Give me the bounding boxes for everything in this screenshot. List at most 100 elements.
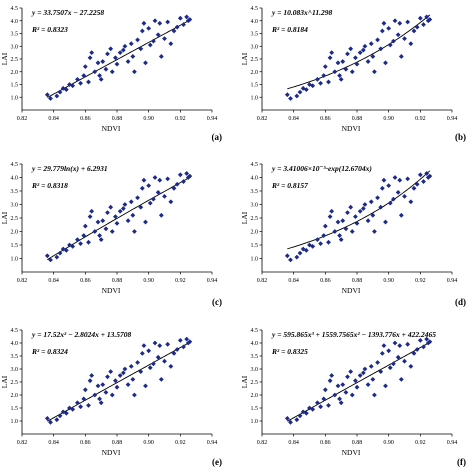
- data-point: [117, 50, 123, 56]
- y-tick-label: 3.0: [251, 367, 259, 373]
- data-point: [307, 405, 312, 411]
- data-point: [120, 206, 126, 211]
- data-point: [108, 369, 114, 374]
- data-point: [114, 221, 120, 226]
- data-point: [151, 196, 156, 202]
- data-point: [329, 373, 335, 378]
- chart-panel-d: 1.0 1.5 2.0 2.5 3.0 3.5 4.0 4.5 0.82 0.84 0.86 0.88…: [240, 162, 466, 307]
- data-point: [405, 176, 411, 182]
- equation-label: y = 29.779ln(x) + 6.2931: [31, 164, 108, 173]
- data-point: [284, 416, 290, 421]
- data-point: [398, 54, 404, 59]
- y-tick-label: 4.5: [11, 6, 19, 12]
- data-point: [158, 212, 164, 218]
- data-point: [386, 348, 392, 354]
- data-point: [147, 200, 153, 206]
- x-tick-label: 0.94: [447, 440, 458, 446]
- data-point: [70, 406, 76, 412]
- y-tick-label: 2.5: [11, 380, 19, 386]
- x-tick-label: 0.92: [415, 278, 426, 284]
- data-point: [307, 82, 312, 87]
- data-point: [54, 93, 60, 99]
- data-point: [411, 351, 417, 356]
- data-point: [82, 64, 88, 70]
- data-point: [321, 396, 327, 402]
- x-tick-label: 0.88: [112, 278, 123, 284]
- data-point: [345, 374, 350, 380]
- data-point: [375, 37, 380, 43]
- data-point: [405, 341, 411, 347]
- fit-line: [287, 170, 431, 250]
- data-point: [378, 46, 384, 52]
- data-point: [340, 382, 346, 387]
- data-point: [354, 384, 360, 390]
- data-point: [332, 392, 338, 398]
- data-point: [326, 79, 331, 85]
- x-tick-label: 0.86: [320, 440, 331, 446]
- data-point: [89, 208, 95, 214]
- data-point: [143, 219, 148, 225]
- data-point: [294, 93, 300, 99]
- data-point: [321, 73, 327, 78]
- data-point: [381, 177, 387, 183]
- data-point: [141, 20, 147, 26]
- data-point: [425, 175, 431, 180]
- data-point: [117, 208, 123, 214]
- y-tick-label: 2.0: [11, 70, 19, 76]
- data-point: [294, 254, 300, 260]
- data-point: [391, 196, 396, 202]
- data-point: [386, 183, 392, 188]
- y-tick-label: 4.5: [251, 6, 259, 12]
- x-tick-label: 0.82: [257, 278, 268, 284]
- data-point: [82, 223, 88, 229]
- data-point: [155, 189, 161, 195]
- data-point: [117, 373, 123, 378]
- data-point: [109, 229, 115, 234]
- r-squared-label: R² = 0.8325: [271, 347, 308, 356]
- x-tick-label: 0.92: [175, 440, 186, 446]
- data-point: [108, 204, 114, 210]
- data-point: [392, 340, 398, 346]
- data-point: [97, 73, 102, 78]
- data-point: [120, 47, 126, 53]
- x-tick-label: 0.92: [415, 116, 426, 122]
- y-tick-label: 3.0: [11, 203, 19, 209]
- data-point: [417, 172, 423, 178]
- data-point: [392, 18, 398, 24]
- data-point: [152, 175, 158, 180]
- y-tick-label: 2.0: [251, 70, 259, 76]
- panel-letter-label: (f): [457, 457, 466, 467]
- x-tick-label: 0.82: [17, 440, 28, 446]
- data-point: [113, 378, 118, 384]
- y-tick-label: 1.0: [251, 419, 259, 425]
- y-tick-label: 1.0: [11, 419, 19, 425]
- data-point: [383, 60, 388, 66]
- panel-letter-label: (d): [455, 297, 466, 307]
- fit-line: [287, 14, 431, 90]
- data-point: [75, 77, 80, 82]
- data-point: [87, 214, 93, 220]
- data-point: [54, 417, 60, 423]
- data-point: [139, 351, 145, 356]
- y-tick-label: 4.5: [11, 162, 19, 168]
- equation-label: y = 10.083x^11.298: [271, 8, 332, 17]
- data-point: [348, 204, 354, 210]
- data-point: [95, 219, 101, 225]
- data-point: [162, 358, 167, 364]
- data-point: [86, 239, 91, 245]
- data-point: [368, 364, 374, 369]
- data-point: [354, 221, 360, 226]
- data-point: [425, 18, 431, 24]
- data-point: [348, 369, 354, 374]
- y-tick-label: 1.5: [11, 83, 19, 89]
- data-point: [335, 219, 341, 225]
- data-point: [379, 351, 385, 356]
- chart-panel-a: 1.0 1.5 2.0 2.5 3.0 3.5 4.0 4.5 0.82 0.84 0.86 0.88…: [0, 6, 222, 142]
- data-point: [387, 365, 393, 371]
- data-point: [92, 69, 98, 75]
- data-point: [327, 55, 333, 61]
- data-point: [353, 378, 358, 384]
- y-tick-label: 3.0: [11, 44, 19, 50]
- data-point: [318, 404, 323, 410]
- data-point: [360, 370, 366, 376]
